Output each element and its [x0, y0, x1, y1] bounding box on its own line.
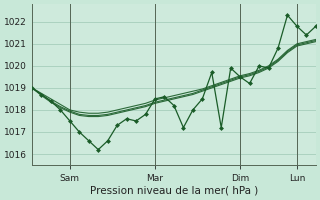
X-axis label: Pression niveau de la mer( hPa ): Pression niveau de la mer( hPa ): [90, 186, 258, 196]
